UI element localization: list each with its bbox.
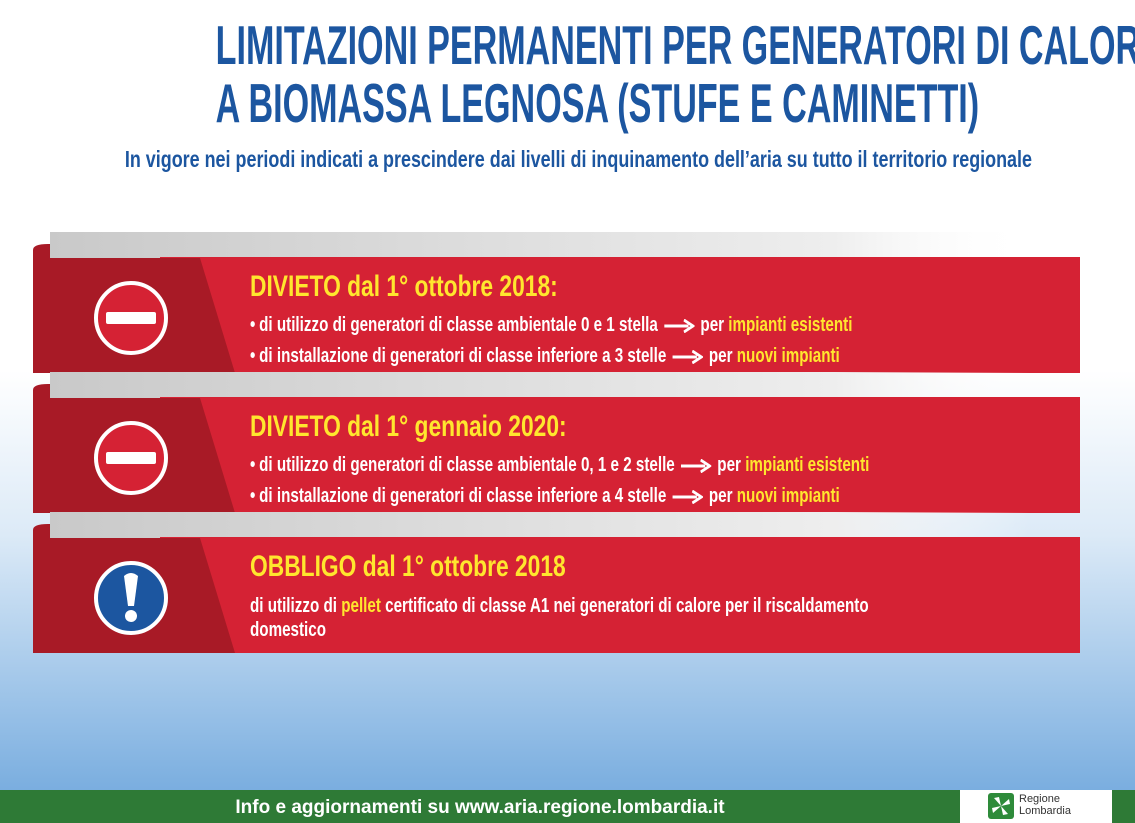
body-highlight: pellet	[341, 595, 381, 617]
bullet-prefix: per	[700, 314, 725, 336]
bullet-text: di installazione di generatori di classe…	[259, 345, 667, 367]
bullet-prefix: per	[708, 485, 733, 507]
bullet-text: di installazione di generatori di classe…	[259, 485, 667, 507]
bullet-highlight: nuovi impianti	[736, 345, 840, 367]
body-text: certificato di classe A1 nei generatori …	[250, 595, 869, 641]
logo-line: Regione	[1019, 793, 1060, 805]
panel-body: di utilizzo di pellet certificato di cla…	[250, 594, 904, 642]
title-line: A BIOMASSA LEGNOSA (STUFE E CAMINETTI)	[215, 72, 980, 134]
logo: Regione Lombardia	[960, 790, 1112, 823]
bullet: di installazione di generatori di classe…	[250, 345, 840, 368]
logo-icon	[988, 793, 1014, 819]
arrow	[672, 349, 703, 364]
panel-heading: DIVIETO dal 1° gennaio 2020:	[250, 410, 567, 443]
logo-line: Lombardia	[1019, 805, 1071, 817]
bullet: di installazione di generatori di classe…	[250, 485, 840, 508]
bullet-prefix: per	[717, 454, 741, 476]
logo-text: Regione Lombardia	[1019, 793, 1071, 817]
bullet-highlight: impianti esistenti	[745, 454, 870, 476]
bullet-prefix: per	[708, 345, 733, 367]
arrow	[680, 458, 712, 473]
panel-heading: DIVIETO dal 1° ottobre 2018:	[250, 270, 558, 303]
bullet-highlight: impianti esistenti	[728, 314, 853, 336]
footer-text: Info e aggiornamenti su www.aria.regione…	[235, 797, 725, 818]
panel: OBBLIGO dal 1° ottobre 2018 di utilizzo …	[0, 512, 1135, 662]
arrow	[663, 318, 695, 333]
bullet-highlight: nuovi impianti	[736, 485, 840, 507]
bullet-text: di utilizzo di generatori di classe ambi…	[259, 314, 658, 336]
panel: DIVIETO dal 1° ottobre 2018: di utilizzo…	[0, 232, 1135, 382]
subtitle: In vigore nei periodi indicati a prescin…	[124, 146, 1033, 172]
arrow	[672, 489, 703, 504]
panel-shape	[33, 512, 1080, 653]
bullet: di utilizzo di generatori di classe ambi…	[250, 314, 852, 337]
title-line: LIMITAZIONI PERMANENTI PER GENERATORI DI…	[215, 14, 1135, 76]
body-text: di utilizzo di	[250, 595, 337, 617]
panel-heading: OBBLIGO dal 1° ottobre 2018	[250, 550, 566, 583]
bullet-text: di utilizzo di generatori di classe ambi…	[259, 454, 675, 476]
bullet: di utilizzo di generatori di classe ambi…	[250, 454, 869, 477]
panel: DIVIETO dal 1° gennaio 2020: di utilizzo…	[0, 372, 1135, 522]
footer: Info e aggiornamenti su www.aria.regione…	[0, 790, 1135, 823]
